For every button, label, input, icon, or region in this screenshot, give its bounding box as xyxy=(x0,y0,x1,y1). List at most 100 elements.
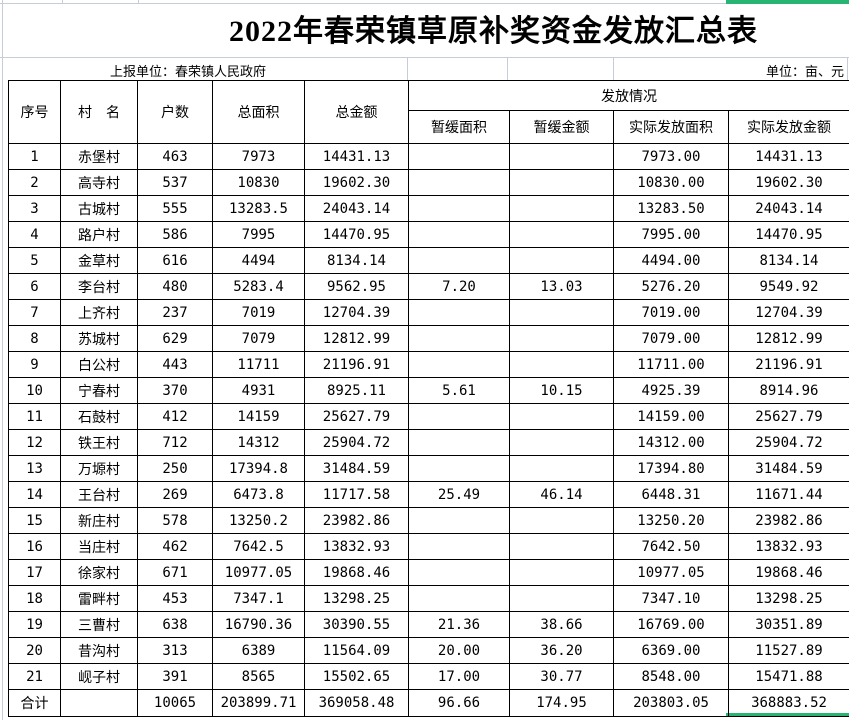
table-cell[interactable]: 8914.96 xyxy=(728,377,849,404)
header-deferred-area[interactable]: 暂缓面积 xyxy=(408,110,510,144)
table-cell[interactable]: 368883.52 xyxy=(728,689,849,717)
header-distribution-group[interactable]: 发放情况 xyxy=(408,80,849,111)
table-cell[interactable]: 10065 xyxy=(137,689,213,717)
table-cell[interactable]: 15471.88 xyxy=(728,663,849,690)
table-cell[interactable]: 7347.1 xyxy=(212,585,305,612)
table-cell[interactable]: 10830 xyxy=(212,169,305,196)
table-cell[interactable] xyxy=(408,299,510,326)
table-cell[interactable]: 462 xyxy=(137,533,213,560)
header-serial[interactable]: 序号 xyxy=(8,80,61,144)
table-cell[interactable]: 铁王村 xyxy=(60,429,138,456)
table-cell[interactable]: 13.03 xyxy=(509,273,614,300)
table-cell[interactable]: 15 xyxy=(8,507,61,534)
table-cell[interactable]: 555 xyxy=(137,195,213,222)
table-cell[interactable]: 11564.09 xyxy=(304,637,409,664)
table-cell[interactable]: 16769.00 xyxy=(613,611,729,638)
table-cell[interactable]: 36.20 xyxy=(509,637,614,664)
table-cell[interactable] xyxy=(509,455,614,482)
table-cell[interactable]: 21 xyxy=(8,663,61,690)
table-cell[interactable]: 31484.59 xyxy=(304,455,409,482)
table-cell[interactable] xyxy=(509,507,614,534)
table-cell[interactable]: 17394.8 xyxy=(212,455,305,482)
table-cell[interactable]: 6 xyxy=(8,273,61,300)
table-cell[interactable]: 12812.99 xyxy=(728,325,849,352)
table-cell[interactable]: 412 xyxy=(137,403,213,430)
table-cell[interactable]: 13 xyxy=(8,455,61,482)
table-cell[interactable]: 638 xyxy=(137,611,213,638)
table-cell[interactable] xyxy=(60,689,138,717)
table-cell[interactable]: 237 xyxy=(137,299,213,326)
table-cell[interactable]: 10 xyxy=(8,377,61,404)
header-households[interactable]: 户数 xyxy=(137,80,213,144)
table-cell[interactable]: 13832.93 xyxy=(728,533,849,560)
table-cell[interactable]: 13283.5 xyxy=(212,195,305,222)
table-cell[interactable]: 19602.30 xyxy=(728,169,849,196)
table-cell[interactable]: 雷畔村 xyxy=(60,585,138,612)
table-cell[interactable] xyxy=(408,195,510,222)
table-cell[interactable]: 合计 xyxy=(8,689,61,717)
table-cell[interactable]: 7347.10 xyxy=(613,585,729,612)
table-cell[interactable]: 11671.44 xyxy=(728,481,849,508)
table-cell[interactable]: 20 xyxy=(8,637,61,664)
table-cell[interactable]: 13298.25 xyxy=(304,585,409,612)
table-cell[interactable]: 7995.00 xyxy=(613,221,729,248)
table-cell[interactable]: 9549.92 xyxy=(728,273,849,300)
table-cell[interactable]: 25627.79 xyxy=(304,403,409,430)
table-cell[interactable]: 昔沟村 xyxy=(60,637,138,664)
table-cell[interactable]: 453 xyxy=(137,585,213,612)
table-cell[interactable]: 10977.05 xyxy=(613,559,729,586)
table-cell[interactable]: 8 xyxy=(8,325,61,352)
table-cell[interactable]: 46.14 xyxy=(509,481,614,508)
table-cell[interactable]: 18 xyxy=(8,585,61,612)
header-total-area[interactable]: 总面积 xyxy=(212,80,305,144)
table-cell[interactable]: 17 xyxy=(8,559,61,586)
table-cell[interactable]: 赤堡村 xyxy=(60,143,138,170)
table-cell[interactable]: 14159 xyxy=(212,403,305,430)
table-cell[interactable]: 3 xyxy=(8,195,61,222)
table-cell[interactable]: 443 xyxy=(137,351,213,378)
table-cell[interactable]: 17394.80 xyxy=(613,455,729,482)
table-cell[interactable]: 8134.14 xyxy=(728,247,849,274)
table-cell[interactable]: 14159.00 xyxy=(613,403,729,430)
table-cell[interactable] xyxy=(408,325,510,352)
table-cell[interactable]: 4925.39 xyxy=(613,377,729,404)
table-cell[interactable] xyxy=(408,169,510,196)
table-cell[interactable]: 古城村 xyxy=(60,195,138,222)
table-cell[interactable]: 7019 xyxy=(212,299,305,326)
table-cell[interactable]: 14312 xyxy=(212,429,305,456)
table-cell[interactable]: 629 xyxy=(137,325,213,352)
table-cell[interactable]: 6448.31 xyxy=(613,481,729,508)
table-cell[interactable]: 17.00 xyxy=(408,663,510,690)
table-cell[interactable]: 6369.00 xyxy=(613,637,729,664)
table-cell[interactable] xyxy=(408,585,510,612)
table-cell[interactable] xyxy=(408,403,510,430)
table-cell[interactable]: 174.95 xyxy=(509,689,614,717)
table-cell[interactable]: 19868.46 xyxy=(304,559,409,586)
table-cell[interactable]: 23982.86 xyxy=(304,507,409,534)
table-cell[interactable]: 5 xyxy=(8,247,61,274)
table-cell[interactable]: 19868.46 xyxy=(728,559,849,586)
table-cell[interactable]: 5276.20 xyxy=(613,273,729,300)
table-cell[interactable]: 金草村 xyxy=(60,247,138,274)
table-cell[interactable]: 当庄村 xyxy=(60,533,138,560)
table-cell[interactable]: 4494.00 xyxy=(613,247,729,274)
table-cell[interactable]: 8134.14 xyxy=(304,247,409,274)
table-cell[interactable]: 12812.99 xyxy=(304,325,409,352)
table-cell[interactable]: 7079 xyxy=(212,325,305,352)
table-cell[interactable]: 白公村 xyxy=(60,351,138,378)
table-cell[interactable] xyxy=(509,429,614,456)
table-cell[interactable]: 578 xyxy=(137,507,213,534)
table-cell[interactable]: 15502.65 xyxy=(304,663,409,690)
table-cell[interactable]: 96.66 xyxy=(408,689,510,717)
table-cell[interactable]: 586 xyxy=(137,221,213,248)
table-cell[interactable]: 25904.72 xyxy=(728,429,849,456)
table-cell[interactable]: 7079.00 xyxy=(613,325,729,352)
table-cell[interactable]: 25627.79 xyxy=(728,403,849,430)
table-cell[interactable]: 14470.95 xyxy=(304,221,409,248)
table-cell[interactable]: 16790.36 xyxy=(212,611,305,638)
table-cell[interactable]: 23982.86 xyxy=(728,507,849,534)
table-cell[interactable]: 13832.93 xyxy=(304,533,409,560)
table-cell[interactable]: 11527.89 xyxy=(728,637,849,664)
table-cell[interactable]: 12 xyxy=(8,429,61,456)
table-cell[interactable]: 徐家村 xyxy=(60,559,138,586)
